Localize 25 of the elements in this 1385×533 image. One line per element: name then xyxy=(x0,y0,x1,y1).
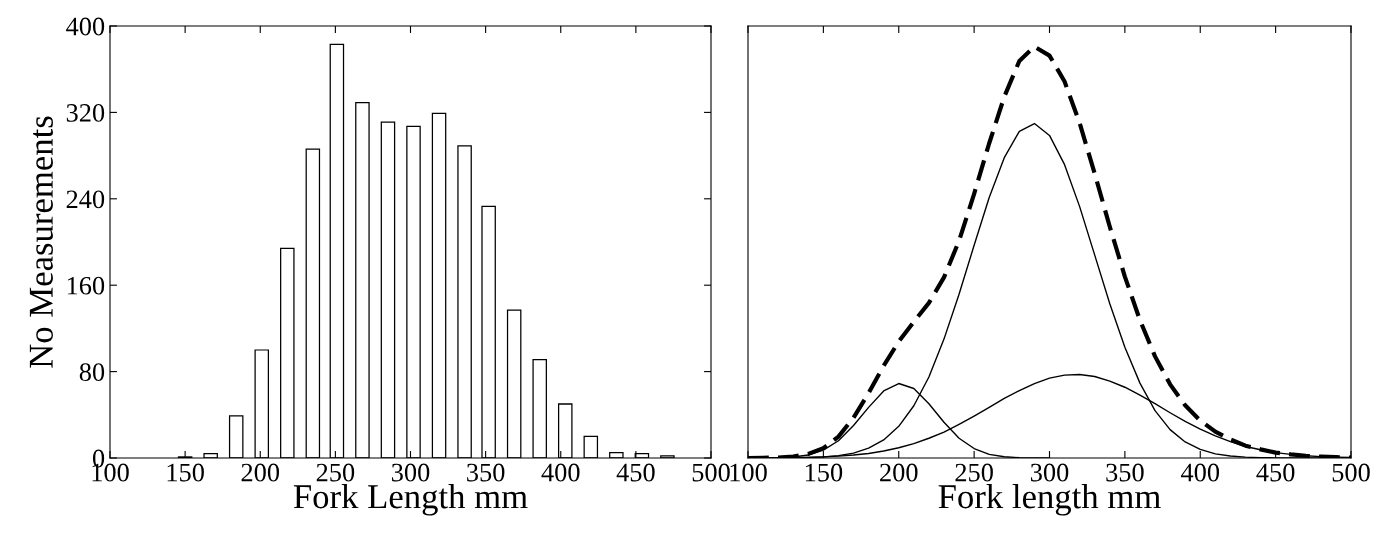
x-tick-label: 100 xyxy=(730,463,767,482)
y-axis-title: No Measurements xyxy=(29,116,53,368)
x-tick-label: 500 xyxy=(1332,463,1370,482)
x-tick-label: 350 xyxy=(467,463,505,482)
y-tick-label: 160 xyxy=(67,276,105,295)
x-tick-label: 300 xyxy=(1030,463,1069,482)
x-tick-label: 200 xyxy=(880,463,918,482)
y-tick-label: 320 xyxy=(66,104,105,122)
x-axis-title: Fork Length mm xyxy=(293,484,528,516)
x-tick-label: 500 xyxy=(692,463,730,482)
y-tick-label: 80 xyxy=(79,363,105,382)
x-tick-label: 150 xyxy=(167,463,204,482)
x-tick-label: 350 xyxy=(1106,463,1144,482)
y-tick-label: 400 xyxy=(66,17,105,36)
y-tick-label: 240 xyxy=(66,190,105,209)
x-tick-label: 450 xyxy=(1256,463,1295,482)
x-tick-label: 300 xyxy=(391,463,430,482)
x-tick-label: 400 xyxy=(541,463,580,482)
x-tick-label: 250 xyxy=(316,463,355,482)
x-tick-label: 400 xyxy=(1180,463,1220,482)
x-tick-label: 450 xyxy=(616,463,655,482)
x-tick-label: 200 xyxy=(241,463,280,482)
x-tick-label: 250 xyxy=(955,463,993,482)
x-tick-label: 150 xyxy=(805,463,843,482)
x-axis-title: Fork length mm xyxy=(938,484,1161,516)
